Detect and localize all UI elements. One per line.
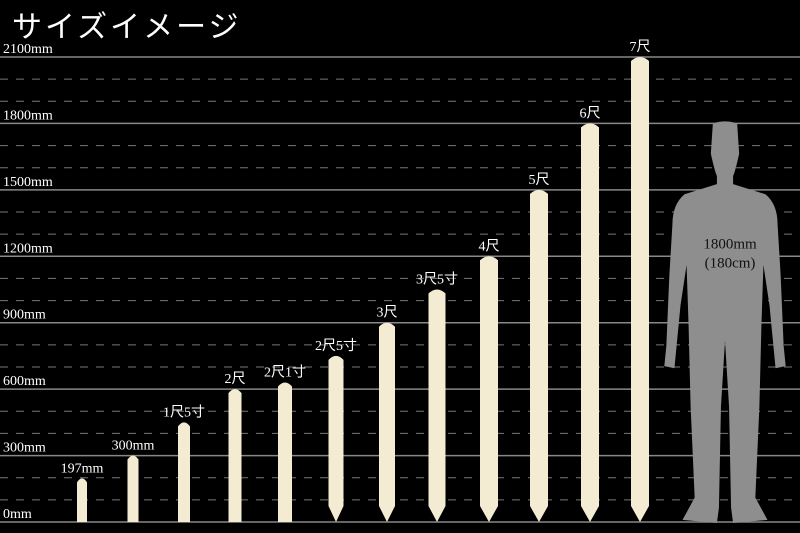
bar-label: 1尺5寸 xyxy=(163,404,205,420)
y-tick-label: 1500mm xyxy=(3,175,53,190)
page-title: サイズイメージ xyxy=(12,10,242,45)
bar xyxy=(530,189,548,522)
bar xyxy=(278,382,292,522)
bar xyxy=(328,355,344,522)
bar xyxy=(480,256,498,522)
bar xyxy=(178,422,190,522)
bar-label: 3尺5寸 xyxy=(416,272,458,288)
human-silhouette xyxy=(664,121,786,523)
bar-label: 4尺 xyxy=(479,238,500,254)
bar xyxy=(631,57,649,522)
y-tick-label: 900mm xyxy=(3,308,46,323)
bar-label: 300mm xyxy=(112,439,155,454)
y-tick-label: 300mm xyxy=(3,441,46,456)
bar-label: 5尺 xyxy=(529,172,550,188)
bar-label: 2尺1寸 xyxy=(264,365,306,381)
bar xyxy=(228,389,242,522)
reference-label: 1800mm xyxy=(703,236,757,252)
bar-label: 3尺 xyxy=(377,305,398,321)
bar xyxy=(127,455,139,522)
y-tick-label: 0mm xyxy=(3,507,32,522)
bar xyxy=(379,322,395,522)
reference-label-cm: (180cm) xyxy=(705,255,756,271)
bar-label: 2尺5寸 xyxy=(315,338,357,354)
y-tick-label: 1800mm xyxy=(3,108,53,123)
bar-label: 7尺 xyxy=(630,39,651,55)
bar xyxy=(428,289,446,522)
y-tick-label: 2100mm xyxy=(3,42,53,57)
y-tick-label: 600mm xyxy=(3,374,46,389)
bar-label: 2尺 xyxy=(225,371,246,387)
bar-label: 197mm xyxy=(61,461,104,476)
bar xyxy=(77,478,87,522)
bar xyxy=(581,123,599,522)
y-tick-label: 1200mm xyxy=(3,241,53,256)
bar-label: 6尺 xyxy=(580,105,601,121)
